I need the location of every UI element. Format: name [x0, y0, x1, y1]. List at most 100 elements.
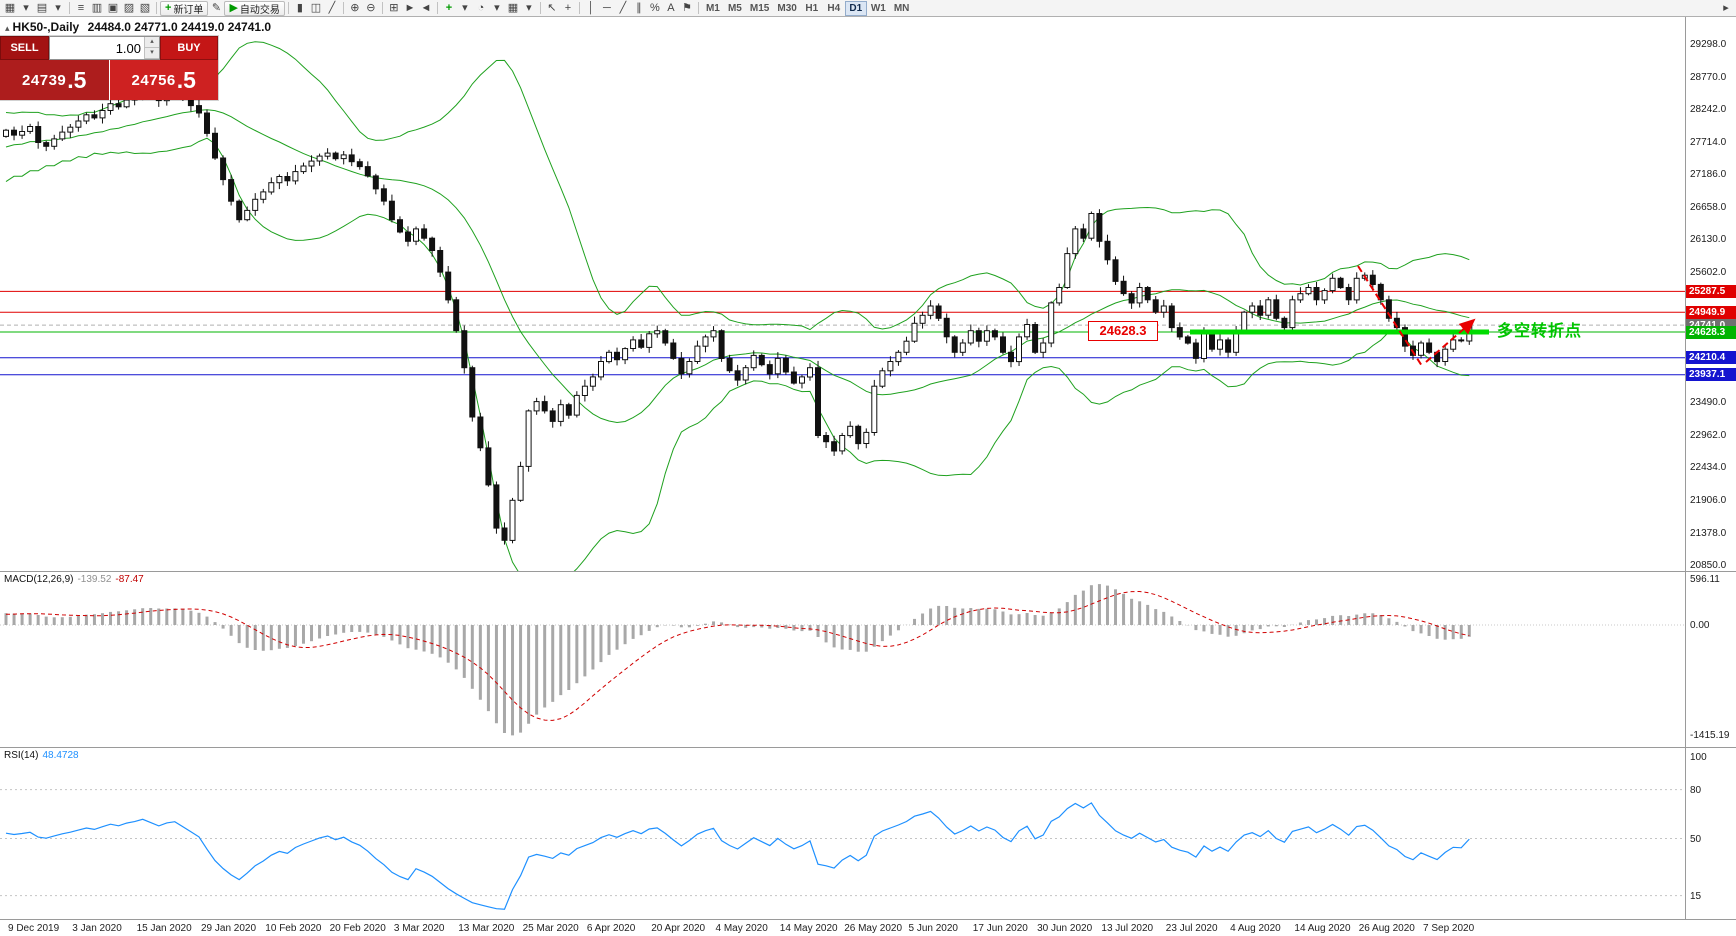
indicators-dropdown[interactable]: ▾: [457, 1, 473, 16]
price-tick-label: 21378.0: [1690, 527, 1727, 539]
rsi-pane[interactable]: [0, 748, 1685, 919]
periods-button[interactable]: ◔: [473, 1, 489, 16]
vertical-line-button[interactable]: │: [583, 1, 599, 16]
metaeditor-button[interactable]: ✎: [208, 1, 224, 16]
volume-down-button[interactable]: ▾: [145, 48, 159, 59]
rsi-axis-label: 50: [1690, 833, 1702, 845]
price-tag: 25287.5: [1686, 284, 1736, 298]
price-level-annotation[interactable]: 24628.3: [1088, 321, 1158, 341]
date-label: 6 Apr 2020: [586, 923, 636, 934]
trendline-button[interactable]: ╱: [615, 1, 631, 16]
date-label: 4 May 2020: [715, 923, 768, 934]
zoom-in-button[interactable]: ⊕: [347, 1, 363, 16]
profiles-dropdown[interactable]: ▾: [50, 1, 66, 16]
toolbar-overflow-button[interactable]: ▸: [1718, 1, 1734, 16]
timeframe-m30-button[interactable]: M30: [773, 1, 800, 16]
text-icon: A: [667, 2, 675, 14]
buy-button[interactable]: BUY: [160, 36, 218, 60]
arrows-button[interactable]: ⚑: [679, 1, 695, 16]
cursor-button[interactable]: ↖: [544, 1, 560, 16]
pane-splitter[interactable]: [0, 571, 1736, 572]
timeframe-w1-button[interactable]: W1: [867, 1, 890, 16]
date-label: 13 Jul 2020: [1101, 923, 1154, 934]
sell-button[interactable]: SELL: [0, 36, 49, 60]
candlestick-chart-button[interactable]: ◫: [308, 1, 324, 16]
horizontal-line-icon: ─: [603, 2, 611, 14]
buy-price[interactable]: 24756.5: [109, 60, 218, 100]
volume-up-button[interactable]: ▴: [145, 37, 159, 48]
macd-indicator-label: MACD(12,26,9) -139.52 -87.47: [4, 574, 144, 585]
tile-windows-button[interactable]: ⊞: [386, 1, 402, 16]
price-tick-label: 27186.0: [1690, 169, 1727, 181]
data-window-button[interactable]: ▥: [89, 1, 105, 16]
timeframe-h1-button[interactable]: H1: [801, 1, 823, 16]
templates-icon: ▦: [507, 2, 519, 14]
templates-dropdown[interactable]: ▾: [521, 1, 537, 16]
channel-icon: ∥: [636, 2, 642, 14]
macd-histogram: [4, 584, 1471, 736]
date-label: 25 Mar 2020: [522, 923, 579, 934]
horizontal-line-button[interactable]: ─: [599, 1, 615, 16]
terminal-icon: ▨: [123, 2, 135, 14]
profiles-button[interactable]: ▤: [34, 1, 50, 16]
fibonacci-button[interactable]: %: [647, 1, 663, 16]
price-tick-label: 26130.0: [1690, 234, 1727, 246]
new-chart-dropdown[interactable]: ▾: [18, 1, 34, 16]
price-tick-label: 26658.0: [1690, 201, 1727, 213]
macd-main-value: -139.52: [77, 574, 112, 585]
chevron-right-icon: ▸: [1723, 2, 1729, 14]
toolbar-separator: [436, 2, 438, 14]
bar-chart-icon: ▮: [296, 2, 303, 14]
chevron-down-icon: ▾: [494, 2, 500, 14]
price-tick-label: 28242.0: [1690, 104, 1727, 116]
sell-price[interactable]: 24739.5: [0, 60, 109, 100]
timeframe-m1-button[interactable]: M1: [702, 1, 724, 16]
crosshair-button[interactable]: +: [560, 1, 576, 16]
time-axis[interactable]: 9 Dec 2019 3 Jan 2020 15 Jan 2020 29 Jan 20…: [0, 920, 1685, 936]
macd-pane[interactable]: [0, 572, 1685, 747]
text-button[interactable]: A: [663, 1, 679, 16]
templates-button[interactable]: ▦: [505, 1, 521, 16]
autotrading-button-label: 自动交易: [239, 4, 280, 16]
date-label: 20 Feb 2020: [329, 923, 386, 934]
price-axis[interactable]: 29298.0 28770.0 28242.0 27714.0 27186.0 26658…: [1686, 17, 1736, 920]
sell-price-pips: .5: [67, 66, 87, 93]
pane-splitter[interactable]: [0, 747, 1736, 748]
date-label: 30 Jun 2020: [1037, 923, 1093, 934]
timeframe-h4-button[interactable]: H4: [823, 1, 845, 16]
volume-stepper[interactable]: 1.00 ▴ ▾: [49, 36, 160, 60]
strategy-tester-button[interactable]: ▧: [137, 1, 153, 16]
autotrading-button[interactable]: ▶ 自动交易: [224, 0, 285, 16]
chart-shift-button[interactable]: ◄: [418, 1, 434, 16]
terminal-button[interactable]: ▨: [121, 1, 137, 16]
timeframe-mn-button[interactable]: MN: [890, 1, 914, 16]
channel-button[interactable]: ∥: [631, 1, 647, 16]
new-order-button[interactable]: + 新订单: [160, 0, 209, 16]
date-label: 26 May 2020: [844, 923, 903, 934]
trend-arrow[interactable]: [1357, 265, 1423, 367]
price-tag: 24210.4: [1686, 351, 1736, 365]
market-watch-button[interactable]: ≡: [73, 1, 89, 16]
indicators-button[interactable]: +: [441, 1, 457, 16]
line-chart-button[interactable]: ╱: [324, 1, 340, 16]
sell-price-main: 24739: [22, 71, 67, 89]
periods-dropdown[interactable]: ▾: [489, 1, 505, 16]
bar-chart-button[interactable]: ▮: [292, 1, 308, 16]
timeframe-d1-button[interactable]: D1: [844, 0, 867, 16]
turning-point-annotation[interactable]: 多空转折点: [1497, 323, 1583, 340]
price-tag: 24949.9: [1686, 305, 1736, 319]
date-label: 20 Apr 2020: [651, 923, 706, 934]
timeframe-m15-button[interactable]: M15: [746, 1, 773, 16]
auto-scroll-button[interactable]: ►: [402, 1, 418, 16]
zoom-out-button[interactable]: ⊖: [363, 1, 379, 16]
timeframe-m5-button[interactable]: M5: [724, 1, 746, 16]
date-label: 15 Jan 2020: [136, 923, 192, 934]
navigator-button[interactable]: ▣: [105, 1, 121, 16]
date-label: 3 Mar 2020: [393, 923, 445, 934]
main-chart-pane[interactable]: [0, 17, 1685, 571]
date-label: 14 Aug 2020: [1294, 923, 1351, 934]
rsi-axis-label: 80: [1690, 784, 1702, 796]
new-chart-icon: ▦: [4, 2, 16, 14]
price-tag: 24628.3: [1686, 325, 1736, 339]
new-chart-button[interactable]: ▦: [2, 1, 18, 16]
